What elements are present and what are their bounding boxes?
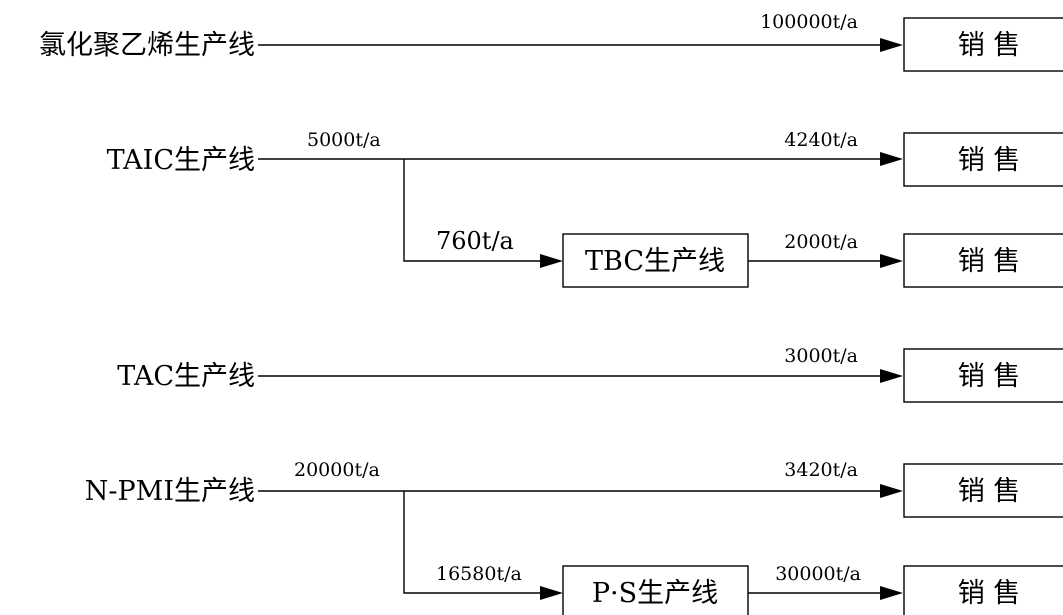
sales-label: 销 售	[958, 30, 1021, 61]
source-label-tac: TAC生产线	[117, 361, 255, 392]
qty-label: 760t/a	[436, 227, 514, 255]
qty-label: 20000t/a	[294, 459, 380, 481]
process-label-ps: P·S生产线	[592, 578, 718, 609]
branch-line	[403, 159, 545, 262]
arrow-head	[880, 152, 903, 166]
arrow-head	[880, 484, 903, 498]
sales-label: 销 售	[958, 361, 1021, 392]
qty-label: 30000t/a	[775, 563, 861, 585]
qty-label: 4240t/a	[784, 129, 858, 151]
sales-label: 销 售	[958, 476, 1021, 507]
arrow-head	[880, 38, 903, 52]
qty-label: 3000t/a	[784, 345, 858, 367]
sales-box	[903, 565, 1063, 615]
sales-label: 销 售	[958, 145, 1021, 176]
sales-box	[903, 348, 1063, 403]
qty-label: 100000t/a	[760, 11, 858, 33]
qty-label: 2000t/a	[784, 231, 858, 253]
arrow-head	[540, 254, 563, 268]
qty-label: 3420t/a	[784, 459, 858, 481]
sales-box	[903, 132, 1063, 187]
process-label-tbc: TBC生产线	[585, 246, 725, 277]
sales-box	[903, 17, 1063, 72]
source-label-taic: TAIC生产线	[107, 145, 255, 176]
sales-box	[903, 233, 1063, 288]
sales-label: 销 售	[958, 578, 1021, 609]
qty-label: 16580t/a	[436, 563, 522, 585]
sales-label: 销 售	[958, 246, 1021, 277]
qty-label: 5000t/a	[307, 129, 381, 151]
branch-line	[403, 491, 545, 594]
sales-box	[903, 463, 1063, 518]
arrow-head	[880, 586, 903, 600]
arrow-head	[880, 254, 903, 268]
source-label-npmi: N-PMI生产线	[85, 476, 255, 507]
arrow-head	[540, 586, 563, 600]
arrow-head	[880, 369, 903, 383]
source-label-pvc: 氯化聚乙烯生产线	[39, 30, 255, 61]
